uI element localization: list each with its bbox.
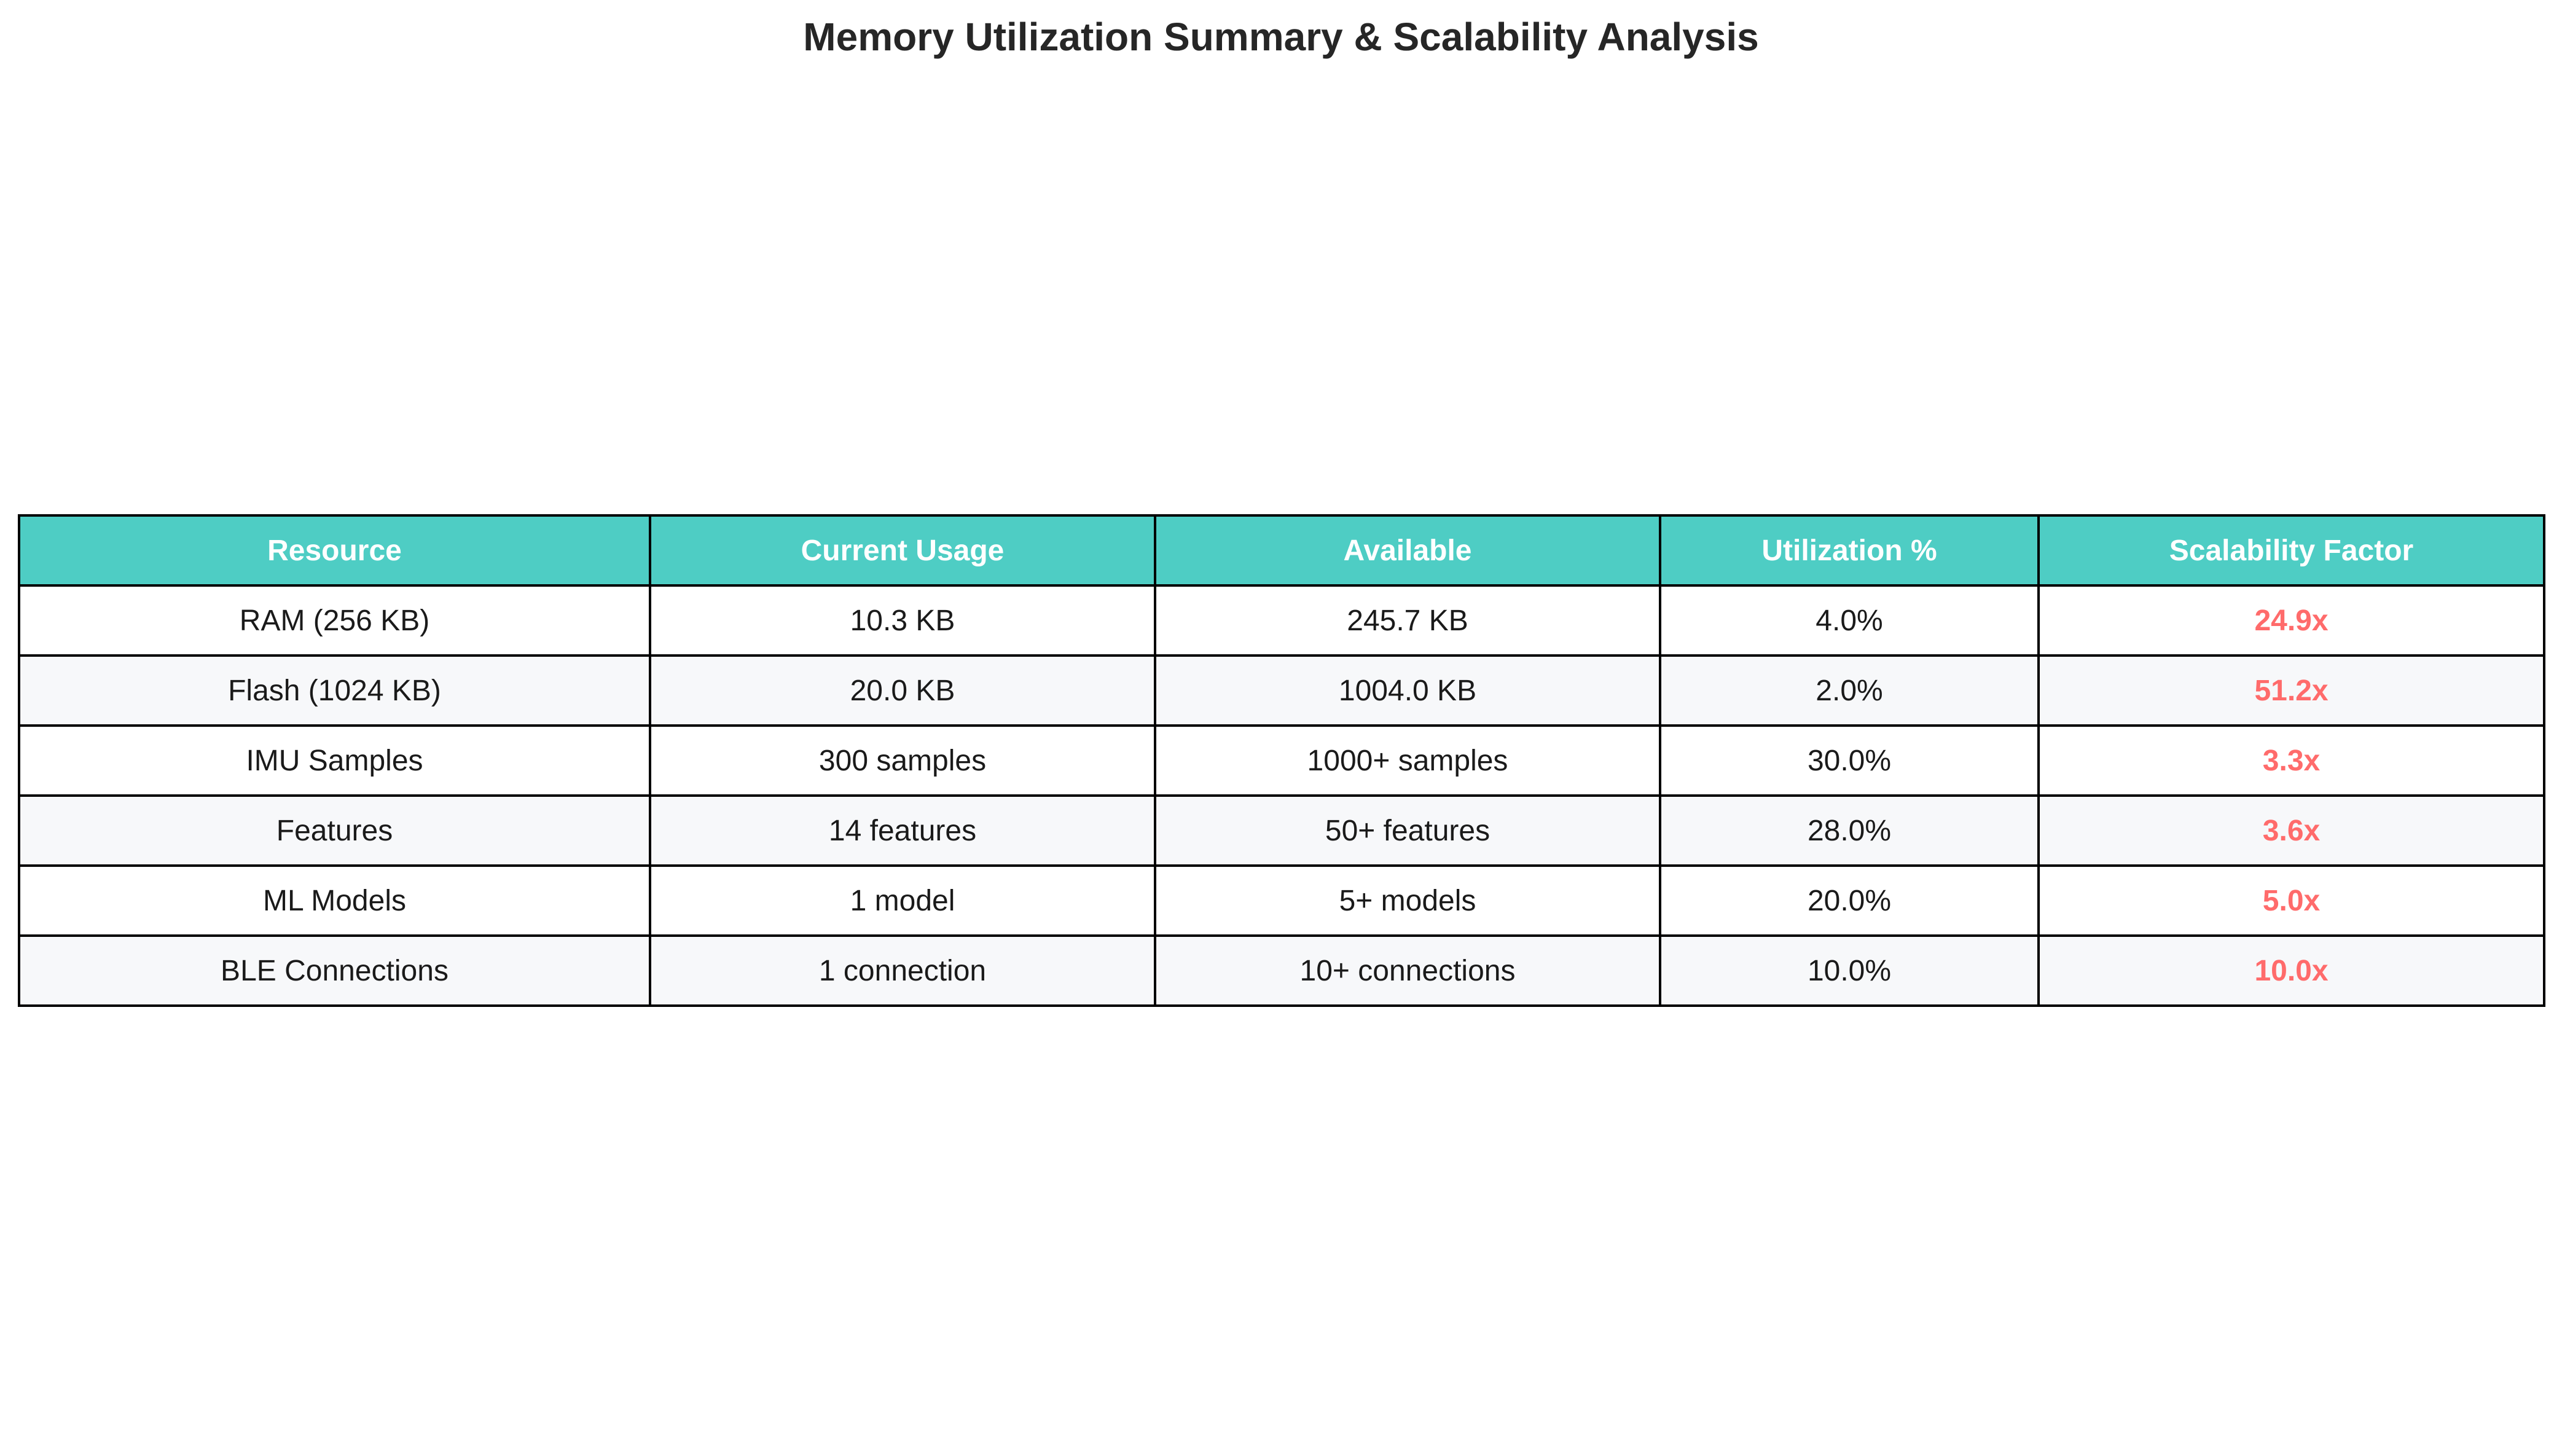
current-usage-cell: 300 samples xyxy=(649,724,1156,797)
utilization-cell: 30.0% xyxy=(1659,724,2040,797)
scalability-factor-cell: 51.2x xyxy=(2037,654,2545,727)
scalability-factor-cell: 5.0x xyxy=(2037,864,2545,937)
utilization-cell: 10.0% xyxy=(1659,934,2040,1007)
column-header: Utilization % xyxy=(1659,514,2040,587)
resource-cell: RAM (256 KB) xyxy=(18,584,651,657)
resource-cell: ML Models xyxy=(18,864,651,937)
available-cell: 50+ features xyxy=(1154,794,1661,867)
column-header: Current Usage xyxy=(649,514,1156,587)
table-row: Flash (1024 KB) 20.0 KB 1004.0 KB 2.0% 5… xyxy=(18,654,2545,727)
scalability-factor-cell: 10.0x xyxy=(2037,934,2545,1007)
column-header: Available xyxy=(1154,514,1661,587)
scalability-factor-cell: 3.3x xyxy=(2037,724,2545,797)
available-cell: 1004.0 KB xyxy=(1154,654,1661,727)
scalability-factor-cell: 3.6x xyxy=(2037,794,2545,867)
current-usage-cell: 14 features xyxy=(649,794,1156,867)
available-cell: 5+ models xyxy=(1154,864,1661,937)
utilization-cell: 20.0% xyxy=(1659,864,2040,937)
memory-utilization-table: Resource Current Usage Available Utiliza… xyxy=(18,514,2545,1007)
available-cell: 1000+ samples xyxy=(1154,724,1661,797)
column-header: Resource xyxy=(18,514,651,587)
table-row: IMU Samples 300 samples 1000+ samples 30… xyxy=(18,724,2545,797)
resource-cell: Flash (1024 KB) xyxy=(18,654,651,727)
resource-cell: Features xyxy=(18,794,651,867)
utilization-cell: 28.0% xyxy=(1659,794,2040,867)
scalability-factor-cell: 24.9x xyxy=(2037,584,2545,657)
current-usage-cell: 1 connection xyxy=(649,934,1156,1007)
current-usage-cell: 1 model xyxy=(649,864,1156,937)
current-usage-cell: 20.0 KB xyxy=(649,654,1156,727)
utilization-cell: 4.0% xyxy=(1659,584,2040,657)
column-header: Scalability Factor xyxy=(2037,514,2545,587)
resource-cell: IMU Samples xyxy=(18,724,651,797)
resource-cell: BLE Connections xyxy=(18,934,651,1007)
table-row: RAM (256 KB) 10.3 KB 245.7 KB 4.0% 24.9x xyxy=(18,584,2545,657)
chart-title: Memory Utilization Summary & Scalability… xyxy=(803,15,1759,59)
current-usage-cell: 10.3 KB xyxy=(649,584,1156,657)
available-cell: 245.7 KB xyxy=(1154,584,1661,657)
table-row: BLE Connections 1 connection 10+ connect… xyxy=(18,934,2545,1007)
utilization-cell: 2.0% xyxy=(1659,654,2040,727)
available-cell: 10+ connections xyxy=(1154,934,1661,1007)
table-row: ML Models 1 model 5+ models 20.0% 5.0x xyxy=(18,864,2545,937)
table-row: Features 14 features 50+ features 28.0% … xyxy=(18,794,2545,867)
header-row: Resource Current Usage Available Utiliza… xyxy=(18,514,2545,587)
